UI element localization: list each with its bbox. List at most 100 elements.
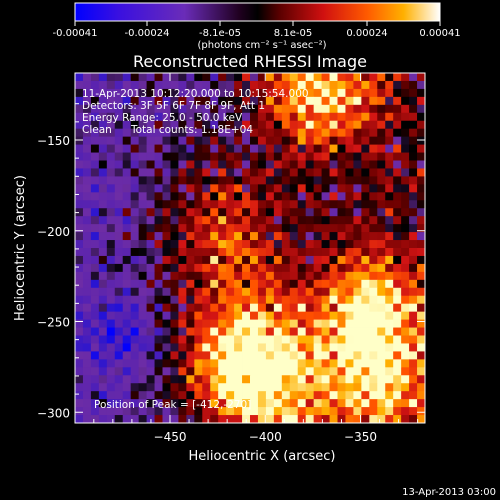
heatmap-cell [321,184,330,193]
heatmap-cell [162,96,171,106]
heatmap-cell [369,192,378,201]
heatmap-cell [409,375,418,384]
heatmap-cell [257,192,267,201]
heatmap-cell [345,383,354,392]
heatmap-cell [345,295,354,305]
heatmap-cell [337,152,346,161]
heatmap-cell [122,176,132,185]
heatmap-cell [345,303,354,313]
heatmap-cell [234,73,243,82]
heatmap-cell [90,216,100,225]
heatmap-cell [337,168,346,177]
heatmap-cell [98,375,108,384]
heatmap-cell [186,96,195,106]
date-stamp: 13-Apr-2013 03:00 [402,487,496,498]
heatmap-cell [345,248,354,257]
heatmap-cell [250,287,259,297]
heatmap-cell [226,144,235,153]
heatmap-cell [297,399,307,408]
heatmap-cell [401,160,410,169]
heatmap-cell [353,263,362,273]
heatmap-cell [154,248,163,257]
heatmap-cell [194,136,203,145]
heatmap-cell [417,192,425,201]
heatmap-cell [273,80,283,90]
heatmap-cell [401,351,410,360]
heatmap-cell [130,128,140,138]
heatmap-cell [289,271,299,281]
heatmap-cell [234,295,243,305]
heatmap-cell [138,407,147,416]
heatmap-cell [75,279,84,289]
heatmap-cell [281,168,291,177]
heatmap-cell [130,104,140,114]
heatmap-cell [170,327,179,336]
heatmap-cell [337,383,346,392]
heatmap-cell [122,287,132,297]
heatmap-cell [98,216,108,225]
heatmap-cell [289,88,299,98]
heatmap-cell [90,248,100,257]
heatmap-cell [114,279,124,289]
heatmap-cell [401,343,410,352]
heatmap-cell [377,160,386,169]
heatmap-cell [98,295,108,305]
heatmap-cell [361,88,370,98]
heatmap-cell [154,263,163,273]
x-axis-label: Heliocentric X (arcsec) [189,449,336,464]
heatmap-cell [210,144,219,153]
heatmap-cell [234,271,243,281]
heatmap-cell [257,120,267,130]
heatmap-cell [353,343,362,352]
heatmap-cell [82,303,92,313]
heatmap-cell [313,128,322,138]
heatmap-cell [345,144,354,153]
heatmap-cell [321,311,330,320]
heatmap-cell [186,73,195,82]
heatmap-cell [353,73,362,82]
heatmap-cell [361,351,370,360]
heatmap-cell [178,263,187,273]
heatmap-cell [106,319,116,328]
heatmap-cell [130,224,140,233]
heatmap-cell [385,96,394,106]
heatmap-cell [353,80,362,90]
heatmap-cell [257,176,267,185]
heatmap-cell [122,279,132,289]
heatmap-cell [313,375,322,384]
heatmap-cell [297,327,307,336]
heatmap-cell [178,383,187,392]
heatmap-cell [329,112,338,122]
heatmap-cell [369,104,378,114]
heatmap-cell [122,327,132,336]
heatmap-cell [226,152,235,161]
heatmap-cell [401,271,410,281]
heatmap-cell [242,240,251,249]
heatmap-cell [417,200,425,209]
heatmap-cell [82,287,92,297]
heatmap-cell [329,327,338,336]
heatmap-cell [353,407,362,416]
heatmap-cell [210,255,219,265]
heatmap-cell [138,415,147,423]
heatmap-cell [82,240,92,249]
heatmap-cell [297,168,307,177]
y-tick-label: −250 [37,316,70,330]
heatmap-cell [361,279,370,289]
heatmap-cell [242,200,251,209]
heatmap-cell [401,303,410,313]
heatmap-cell [393,335,402,344]
heatmap-cell [409,287,418,297]
heatmap-cell [257,224,267,233]
heatmap-cell [297,248,307,257]
heatmap-cell [265,112,275,122]
heatmap-cell [194,255,203,265]
heatmap-cell [321,224,330,233]
heatmap-cell [82,359,92,368]
heatmap-cell [297,375,307,384]
heatmap-cell [186,319,195,328]
heatmap-cell [146,375,155,384]
heatmap-cell [361,327,370,336]
heatmap-cell [273,216,283,225]
heatmap-cell [114,295,124,305]
